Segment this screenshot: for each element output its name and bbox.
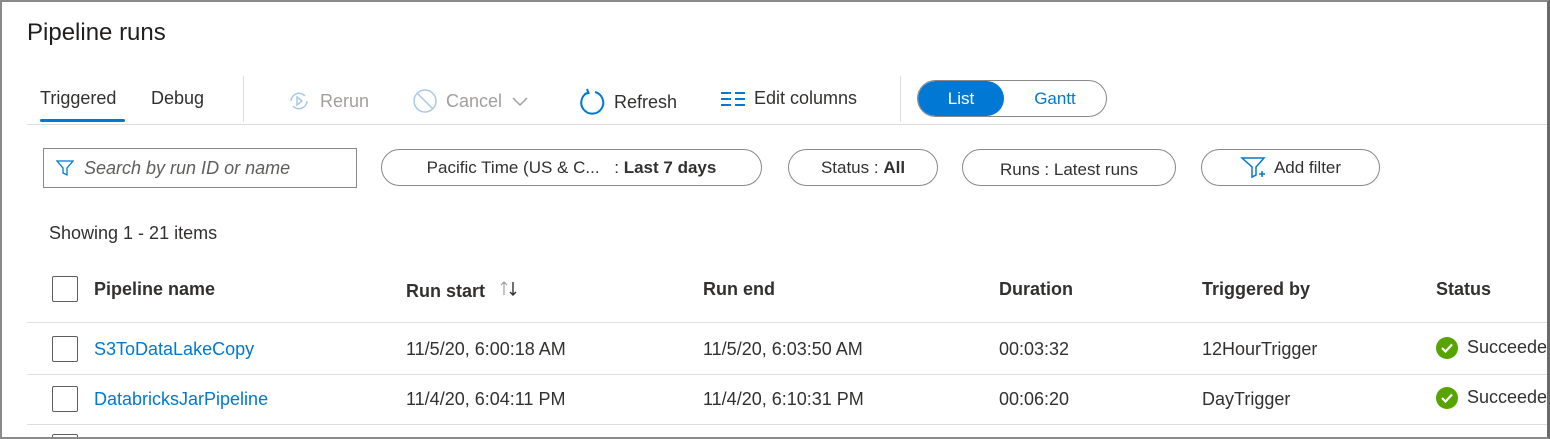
runs-filter[interactable]: Runs : Latest runs xyxy=(962,149,1176,186)
column-header-triggered-by[interactable]: Triggered by xyxy=(1202,279,1311,299)
search-box[interactable] xyxy=(43,148,357,188)
status-filter[interactable]: Status : All xyxy=(788,149,938,186)
rerun-button[interactable]: Rerun xyxy=(286,88,369,114)
row-checkbox[interactable] xyxy=(52,386,78,412)
triggered-by: DayTrigger xyxy=(1202,389,1291,409)
separator: : xyxy=(609,157,624,177)
column-header-run-start[interactable]: Run start xyxy=(406,279,522,302)
status-cell: Succeeded xyxy=(1436,337,1550,360)
add-filter-icon xyxy=(1239,156,1266,178)
cancel-button[interactable]: Cancel xyxy=(412,88,530,114)
edit-columns-label: Edit columns xyxy=(754,88,858,108)
run-start-label: Run start xyxy=(406,281,486,301)
active-tab-indicator xyxy=(40,119,125,122)
run-end: 11/4/20, 6:10:31 PM xyxy=(703,389,864,409)
status-text: Succeeded xyxy=(1467,337,1550,357)
select-all-checkbox[interactable] xyxy=(52,276,78,302)
cancel-label: Cancel xyxy=(446,90,503,111)
status-text: Succeeded xyxy=(1467,387,1550,407)
status-filter-value: All xyxy=(883,157,906,177)
pipeline-name-link[interactable]: DatabricksJarPipeline xyxy=(94,389,269,409)
row-divider xyxy=(27,424,1547,425)
column-header-status[interactable]: Status xyxy=(1436,279,1492,299)
chevron-down-icon[interactable] xyxy=(510,94,530,108)
refresh-icon xyxy=(580,88,605,115)
gantt-view-button[interactable]: Gantt xyxy=(1034,88,1076,108)
run-start: 11/5/20, 6:00:18 AM xyxy=(406,339,566,359)
tab-triggered[interactable]: Triggered xyxy=(40,88,117,108)
duration: 00:06:20 xyxy=(999,389,1070,409)
column-header-run-end[interactable]: Run end xyxy=(703,279,775,299)
time-range-filter[interactable]: Pacific Time (US & C... : Last 7 days xyxy=(381,149,762,186)
add-filter-label: Add filter xyxy=(1273,157,1342,177)
divider xyxy=(243,76,244,122)
view-toggle: List Gantt xyxy=(917,80,1107,117)
row-divider xyxy=(27,374,1547,375)
search-input[interactable] xyxy=(84,157,344,179)
pipeline-name-link[interactable]: S3ToDataLakeCopy xyxy=(94,339,255,359)
cancel-icon xyxy=(413,89,437,113)
sort-icon[interactable] xyxy=(498,279,522,299)
success-check-icon xyxy=(1436,337,1458,360)
run-start: 11/4/20, 6:04:11 PM xyxy=(406,389,566,409)
time-range-value: Last 7 days xyxy=(623,157,717,177)
rerun-label: Rerun xyxy=(320,90,370,111)
duration: 00:03:32 xyxy=(999,339,1070,359)
row-divider xyxy=(27,322,1547,323)
refresh-label: Refresh xyxy=(614,91,678,112)
edit-columns-button[interactable]: Edit columns xyxy=(720,88,857,109)
rerun-icon xyxy=(290,92,308,110)
row-checkbox[interactable] xyxy=(52,336,78,362)
status-filter-label: Status : xyxy=(820,157,884,177)
time-zone-label: Pacific Time (US & C... xyxy=(426,157,600,177)
list-view-button[interactable]: List xyxy=(918,81,1004,116)
item-count: Showing 1 - 21 items xyxy=(49,223,218,243)
column-header-duration[interactable]: Duration xyxy=(999,279,1073,299)
page-title: Pipeline runs xyxy=(27,19,166,46)
add-filter-button[interactable]: Add filter xyxy=(1201,149,1380,186)
column-header-pipeline-name[interactable]: Pipeline name xyxy=(94,279,216,299)
status-cell: Succeeded xyxy=(1436,387,1550,410)
row-checkbox[interactable] xyxy=(52,434,78,437)
refresh-button[interactable]: Refresh xyxy=(578,88,677,116)
tab-debug[interactable]: Debug xyxy=(151,88,205,108)
filter-icon xyxy=(56,160,74,177)
toolbar-divider xyxy=(27,124,1547,125)
run-end: 11/5/20, 6:03:50 AM xyxy=(703,339,863,359)
triggered-by: 12HourTrigger xyxy=(1202,339,1318,359)
success-check-icon xyxy=(1436,387,1458,410)
divider xyxy=(900,76,901,122)
runs-filter-label: Runs : Latest runs xyxy=(1000,159,1138,179)
edit-columns-icon xyxy=(721,91,745,106)
